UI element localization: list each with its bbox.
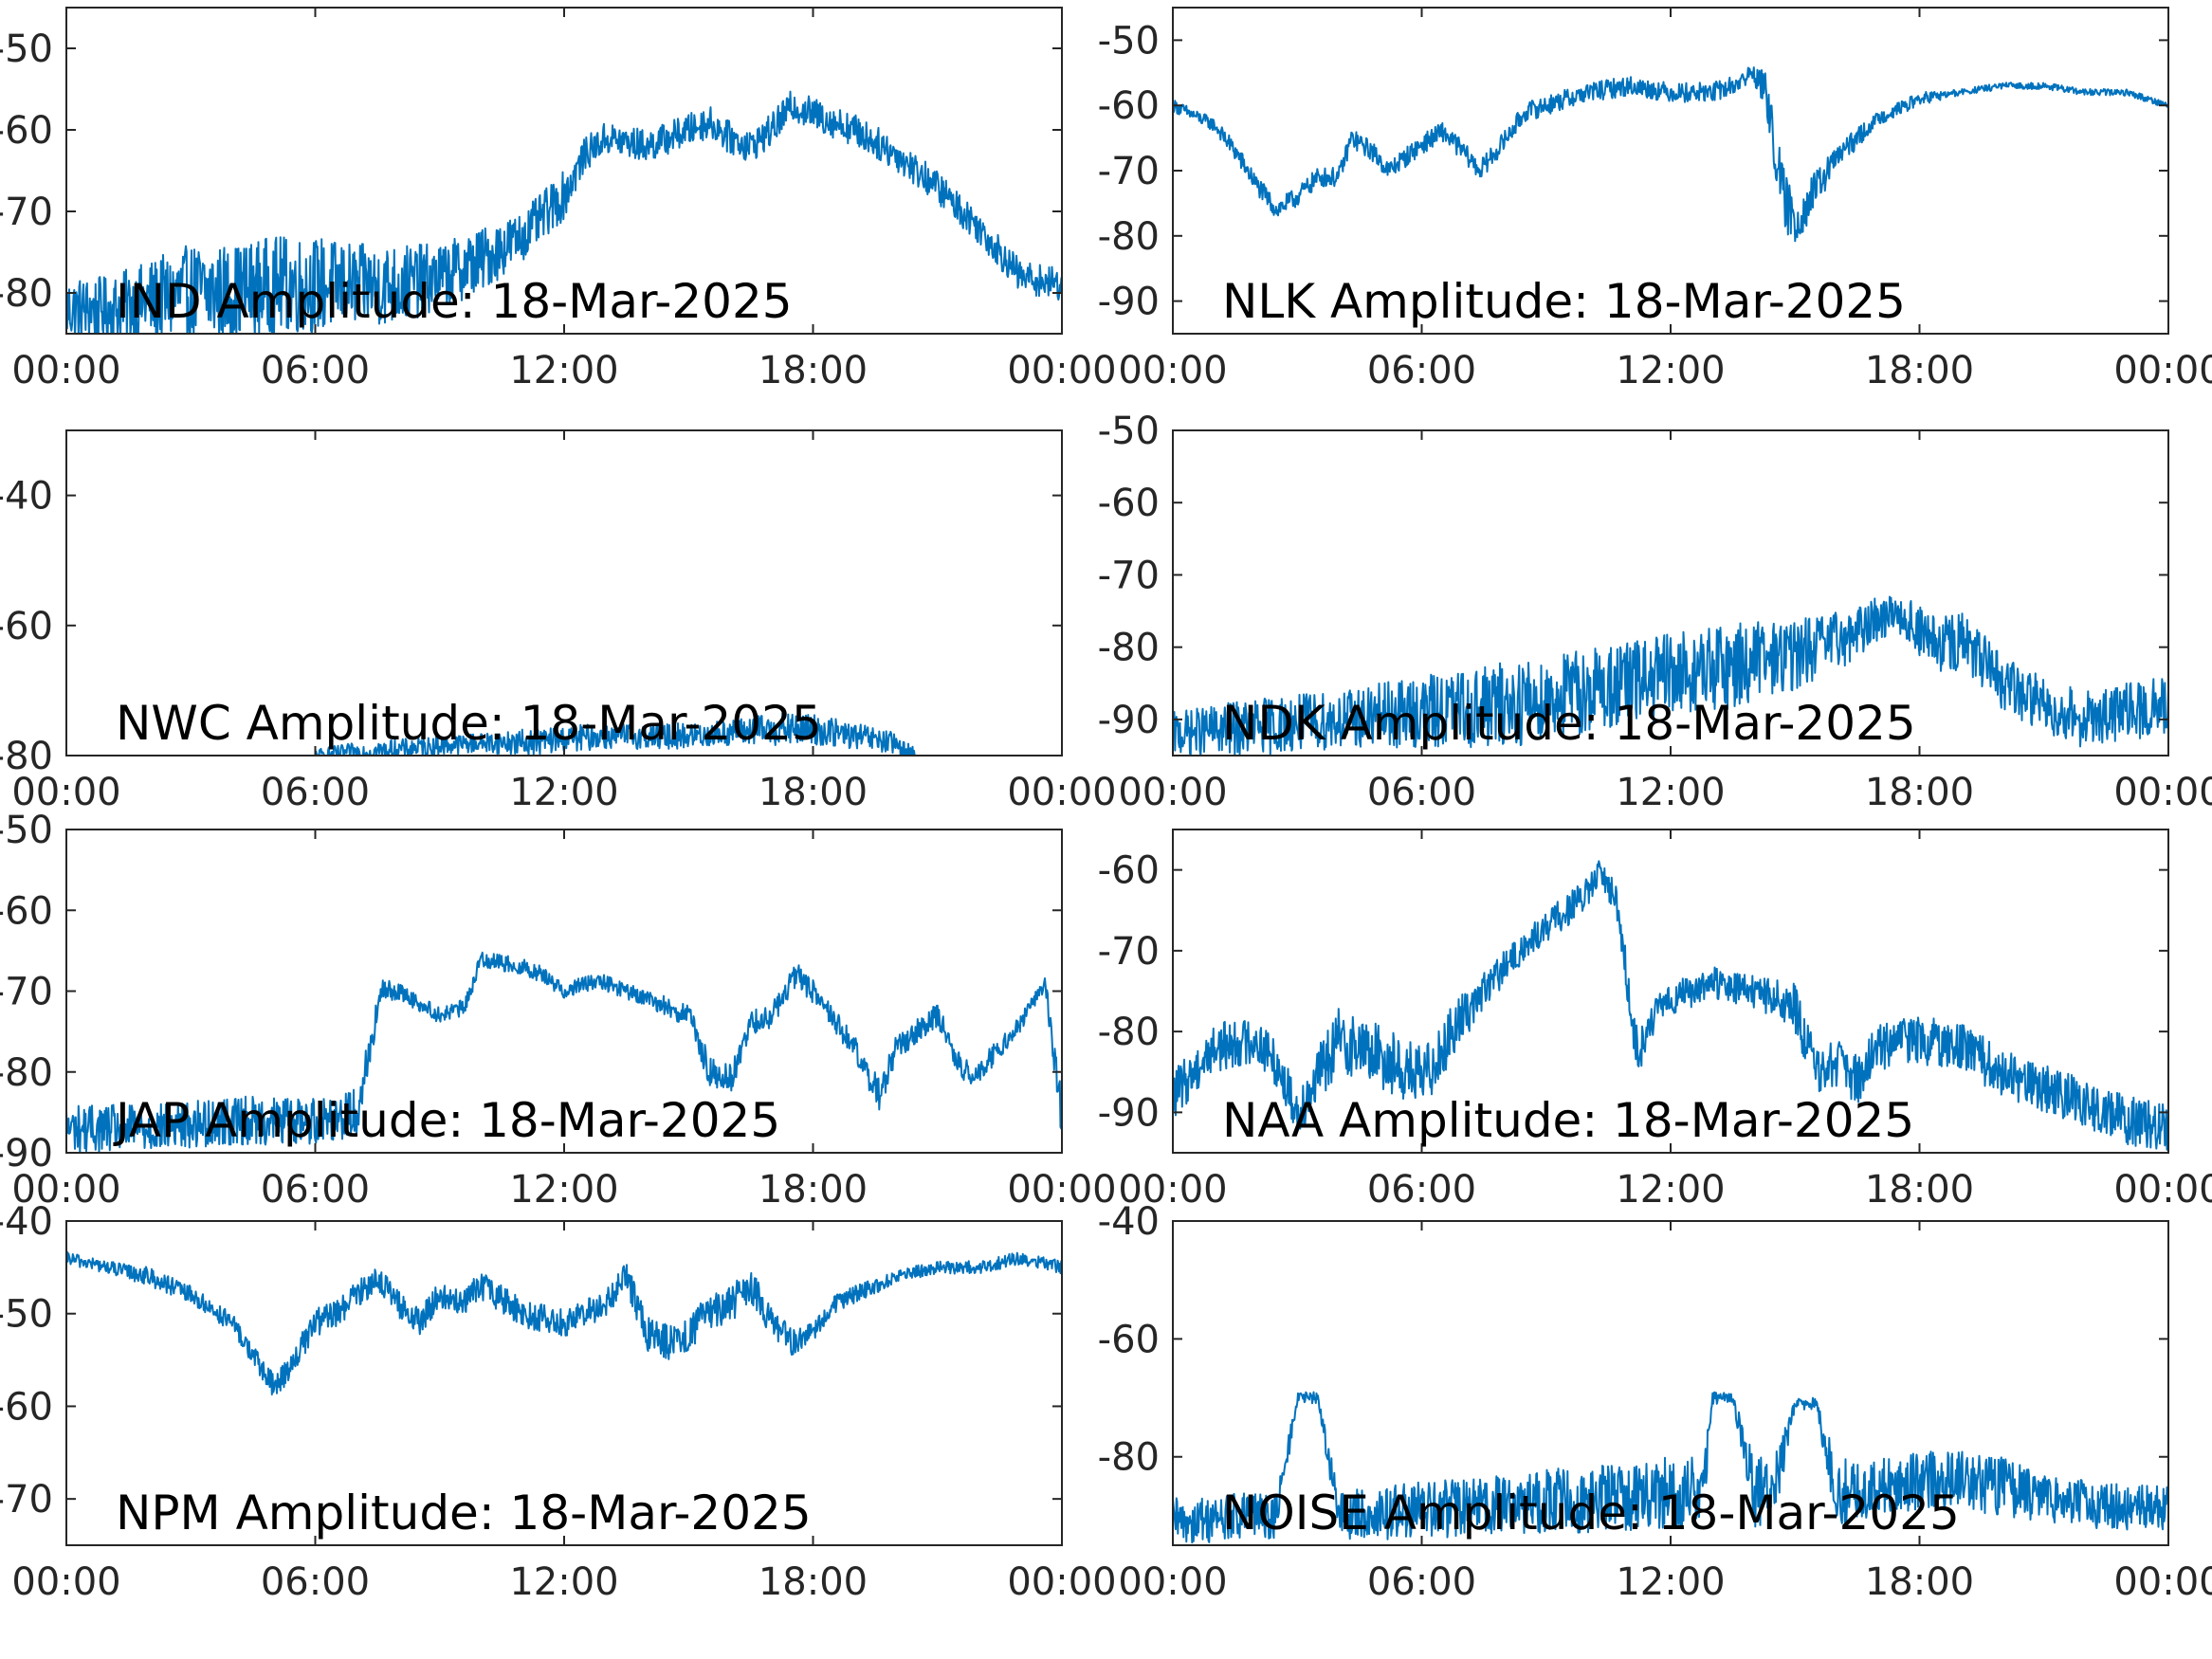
x-tick-label: 18:00 bbox=[759, 771, 868, 814]
x-tick-label: 12:00 bbox=[1616, 1560, 1725, 1604]
x-tick-label: 12:00 bbox=[509, 771, 618, 814]
y-tick-label: -60 bbox=[0, 109, 53, 153]
x-tick-label: 12:00 bbox=[509, 1168, 618, 1212]
series-line-nlk bbox=[1173, 66, 2168, 243]
x-tick-label: 00:00 bbox=[1118, 349, 1227, 392]
y-tick-label: -50 bbox=[0, 27, 53, 71]
x-tick-label: 06:00 bbox=[1367, 1560, 1476, 1604]
x-tick-label: 00:00 bbox=[1118, 1168, 1227, 1212]
x-tick-label: 00:00 bbox=[2113, 1560, 2212, 1604]
series-line-ndk bbox=[1173, 595, 2168, 756]
y-tick-label: -60 bbox=[1098, 849, 1160, 893]
y-tick-label: -50 bbox=[0, 1293, 53, 1337]
panel-title: NWC Amplitude: 18-Mar-2025 bbox=[116, 696, 822, 751]
x-tick-label: 18:00 bbox=[1865, 1560, 1974, 1604]
x-tick-label: 12:00 bbox=[509, 349, 618, 392]
x-tick-label: 12:00 bbox=[1616, 349, 1725, 392]
panel-npm: 00:00 06:00 12:00 18:00 00:00 -40 -50 -60 -70 NPM… bbox=[0, 1200, 1117, 1604]
y-tick-label: -80 bbox=[1098, 627, 1160, 670]
y-tick-label: -80 bbox=[0, 735, 53, 778]
x-tick-label: 00:00 bbox=[1118, 771, 1227, 814]
y-tick-label: -70 bbox=[0, 1478, 53, 1522]
y-tick-label: -50 bbox=[1098, 410, 1160, 453]
x-tick-label: 06:00 bbox=[1367, 771, 1476, 814]
series-line-nwc bbox=[315, 712, 918, 756]
panel-title: JAP Amplitude: 18-Mar-2025 bbox=[113, 1093, 780, 1148]
panel-title: NPM Amplitude: 18-Mar-2025 bbox=[116, 1486, 812, 1540]
y-tick-label: -80 bbox=[0, 272, 53, 316]
x-tick-label: 00:00 bbox=[1007, 1560, 1116, 1604]
series-line-ind bbox=[66, 90, 1062, 334]
x-tick-label: 00:00 bbox=[2113, 349, 2212, 392]
panel-noise: 00:00 06:00 12:00 18:00 00:00 -40 -60 -80 NOISE … bbox=[1098, 1200, 2212, 1604]
y-tick-label: -40 bbox=[0, 475, 53, 519]
x-tick-label: 18:00 bbox=[759, 1560, 868, 1604]
y-tick-label: -90 bbox=[0, 1132, 53, 1176]
x-tick-label: 18:00 bbox=[1865, 771, 1974, 814]
series-line-npm bbox=[66, 1250, 1062, 1395]
panel-nwc: 00:00 06:00 12:00 18:00 00:00 -40 -60 -80 NWC Am… bbox=[0, 429, 1117, 814]
x-tick-label: 12:00 bbox=[1616, 1168, 1725, 1212]
panel-ind: 00:00 06:00 12:00 18:00 00:00 -50 -60 -70 -80 IND… bbox=[0, 7, 1117, 392]
x-tick-label: 00:00 bbox=[11, 1168, 120, 1212]
y-tick-label: -80 bbox=[0, 1051, 53, 1095]
x-tick-label: 00:00 bbox=[1007, 771, 1116, 814]
y-tick-label: -90 bbox=[1098, 1091, 1160, 1135]
x-tick-label: 00:00 bbox=[11, 1560, 120, 1604]
y-tick-label: -60 bbox=[0, 605, 53, 648]
y-tick-label: -50 bbox=[0, 809, 53, 852]
y-tick-label: -70 bbox=[1098, 554, 1160, 597]
panel-jap: 00:00 06:00 12:00 18:00 00:00 -50 -60 -70 -80 -90… bbox=[0, 809, 1117, 1212]
panel-title: NLK Amplitude: 18-Mar-2025 bbox=[1222, 274, 1906, 329]
x-tick-label: 06:00 bbox=[261, 1560, 370, 1604]
panel-title: NOISE Amplitude: 18-Mar-2025 bbox=[1222, 1486, 1960, 1540]
panel-title: NAA Amplitude: 18-Mar-2025 bbox=[1222, 1093, 1914, 1148]
x-tick-label: 06:00 bbox=[261, 771, 370, 814]
y-tick-label: -80 bbox=[1098, 1011, 1160, 1054]
x-tick-label: 06:00 bbox=[1367, 1168, 1476, 1212]
x-tick-label: 18:00 bbox=[1865, 1168, 1974, 1212]
x-tick-label: 18:00 bbox=[1865, 349, 1974, 392]
y-tick-label: -60 bbox=[1098, 482, 1160, 525]
y-tick-label: -70 bbox=[1098, 930, 1160, 974]
x-tick-label: 18:00 bbox=[759, 349, 868, 392]
x-tick-label: 00:00 bbox=[1007, 349, 1116, 392]
x-tick-label: 06:00 bbox=[261, 349, 370, 392]
x-tick-label: 12:00 bbox=[509, 1560, 618, 1604]
x-tick-label: 06:00 bbox=[261, 1168, 370, 1212]
y-tick-label: -80 bbox=[1098, 215, 1160, 259]
x-tick-label: 06:00 bbox=[1367, 349, 1476, 392]
panel-naa: 00:00 06:00 12:00 18:00 00:00 -60 -70 -80 -90 NAA… bbox=[1098, 829, 2212, 1212]
x-tick-label: 00:00 bbox=[2113, 1168, 2212, 1212]
x-tick-label: 00:00 bbox=[11, 349, 120, 392]
y-tick-label: -80 bbox=[1098, 1436, 1160, 1480]
y-tick-label: -60 bbox=[1098, 1318, 1160, 1361]
x-tick-label: 00:00 bbox=[2113, 771, 2212, 814]
y-tick-label: -60 bbox=[0, 1385, 53, 1429]
y-tick-label: -70 bbox=[0, 191, 53, 234]
y-tick-label: -60 bbox=[0, 889, 53, 933]
y-tick-label: -70 bbox=[1098, 150, 1160, 193]
y-tick-label: -60 bbox=[1098, 84, 1160, 128]
x-tick-label: 00:00 bbox=[1118, 1560, 1227, 1604]
y-tick-label: -90 bbox=[1098, 281, 1160, 324]
panel-title: NDK Amplitude: 18-Mar-2025 bbox=[1222, 696, 1916, 751]
x-tick-label: 00:00 bbox=[1007, 1168, 1116, 1212]
y-tick-label: -90 bbox=[1098, 699, 1160, 742]
x-tick-label: 12:00 bbox=[1616, 771, 1725, 814]
panel-ndk: 00:00 06:00 12:00 18:00 00:00 -50 -60 -70 -80 -90… bbox=[1098, 410, 2212, 814]
panel-nlk: 00:00 06:00 12:00 18:00 00:00 -50 -60 -70 -80 -90… bbox=[1098, 7, 2212, 392]
panel-title: IND Amplitude: 18-Mar-2025 bbox=[116, 274, 793, 329]
y-tick-label: -40 bbox=[0, 1200, 53, 1244]
x-tick-label: 00:00 bbox=[11, 771, 120, 814]
series-line-naa bbox=[1173, 860, 2168, 1151]
series-line-jap bbox=[66, 951, 1062, 1153]
y-tick-label: -40 bbox=[1098, 1200, 1160, 1244]
y-tick-label: -50 bbox=[1098, 19, 1160, 63]
y-tick-label: -70 bbox=[0, 971, 53, 1014]
x-tick-label: 18:00 bbox=[759, 1168, 868, 1212]
series-line-noise bbox=[1173, 1391, 2168, 1544]
